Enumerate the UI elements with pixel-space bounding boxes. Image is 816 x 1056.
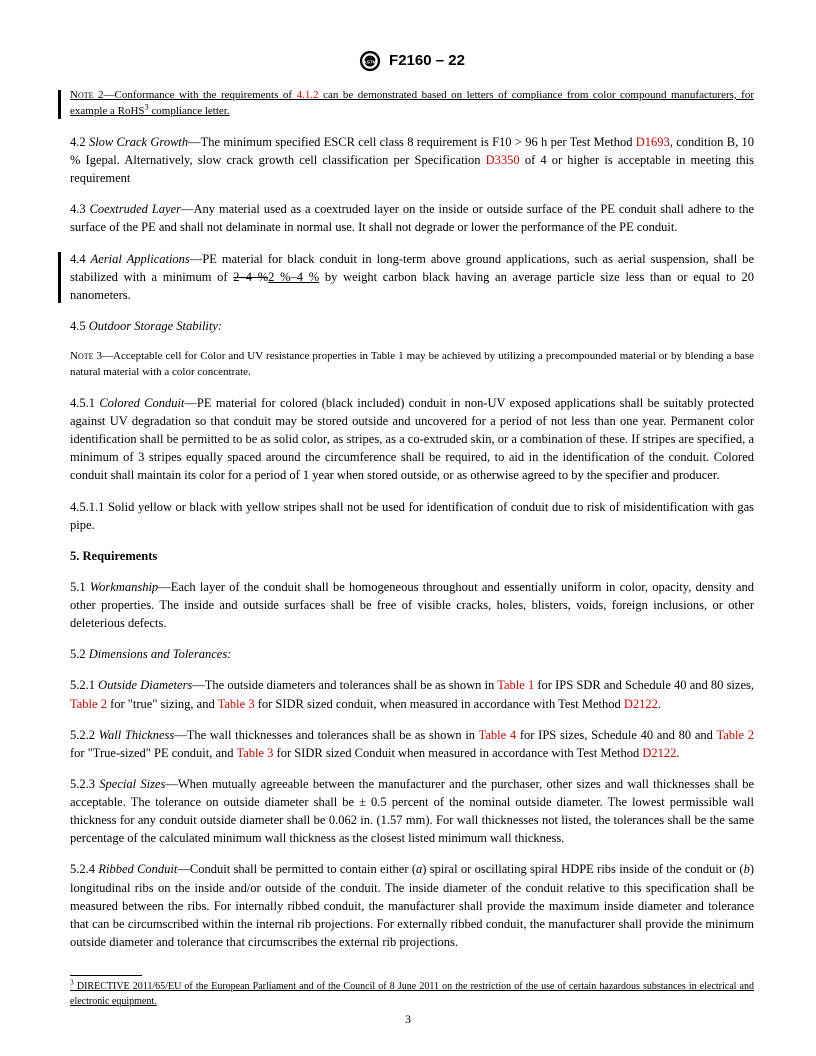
section-5-2-4: 5.2.4 Ribbed Conduit—Conduit shall be pe… xyxy=(70,860,754,951)
designation: F2160 – 22 xyxy=(389,50,465,72)
section-5-2: 5.2 Dimensions and Tolerances: xyxy=(70,645,754,663)
svg-text:ASTM: ASTM xyxy=(364,59,377,64)
section-4-3: 4.3 Coextruded Layer—Any material used a… xyxy=(70,200,754,236)
section-5-heading: 5. Requirements xyxy=(70,547,754,565)
note-3: Note 3—Acceptable cell for Color and UV … xyxy=(70,349,754,381)
section-4-2: 4.2 Slow Crack Growth—The minimum specif… xyxy=(70,133,754,187)
note-2: Note 2—Conformance with the requirements… xyxy=(70,88,754,120)
page-header: ASTM F2160 – 22 xyxy=(70,50,754,72)
section-4-4: 4.4 Aerial Applications—PE material for … xyxy=(70,250,754,304)
section-5-1: 5.1 Workmanship—Each layer of the condui… xyxy=(70,578,754,632)
section-5-2-1: 5.2.1 Outside Diameters—The outside diam… xyxy=(70,676,754,712)
footnote-3: 3 DIRECTIVE 2011/65/EU of the European P… xyxy=(70,980,754,1009)
section-5-2-2: 5.2.2 Wall Thickness—The wall thicknesse… xyxy=(70,726,754,762)
section-5-2-3: 5.2.3 Special Sizes—When mutually agreea… xyxy=(70,775,754,848)
footnote-separator xyxy=(70,975,142,976)
section-4-5-1: 4.5.1 Colored Conduit—PE material for co… xyxy=(70,394,754,485)
section-4-5-1-1: 4.5.1.1 Solid yellow or black with yello… xyxy=(70,498,754,534)
astm-logo: ASTM xyxy=(359,50,381,72)
page-number: 3 xyxy=(0,1011,816,1028)
section-4-5: 4.5 Outdoor Storage Stability: xyxy=(70,317,754,335)
